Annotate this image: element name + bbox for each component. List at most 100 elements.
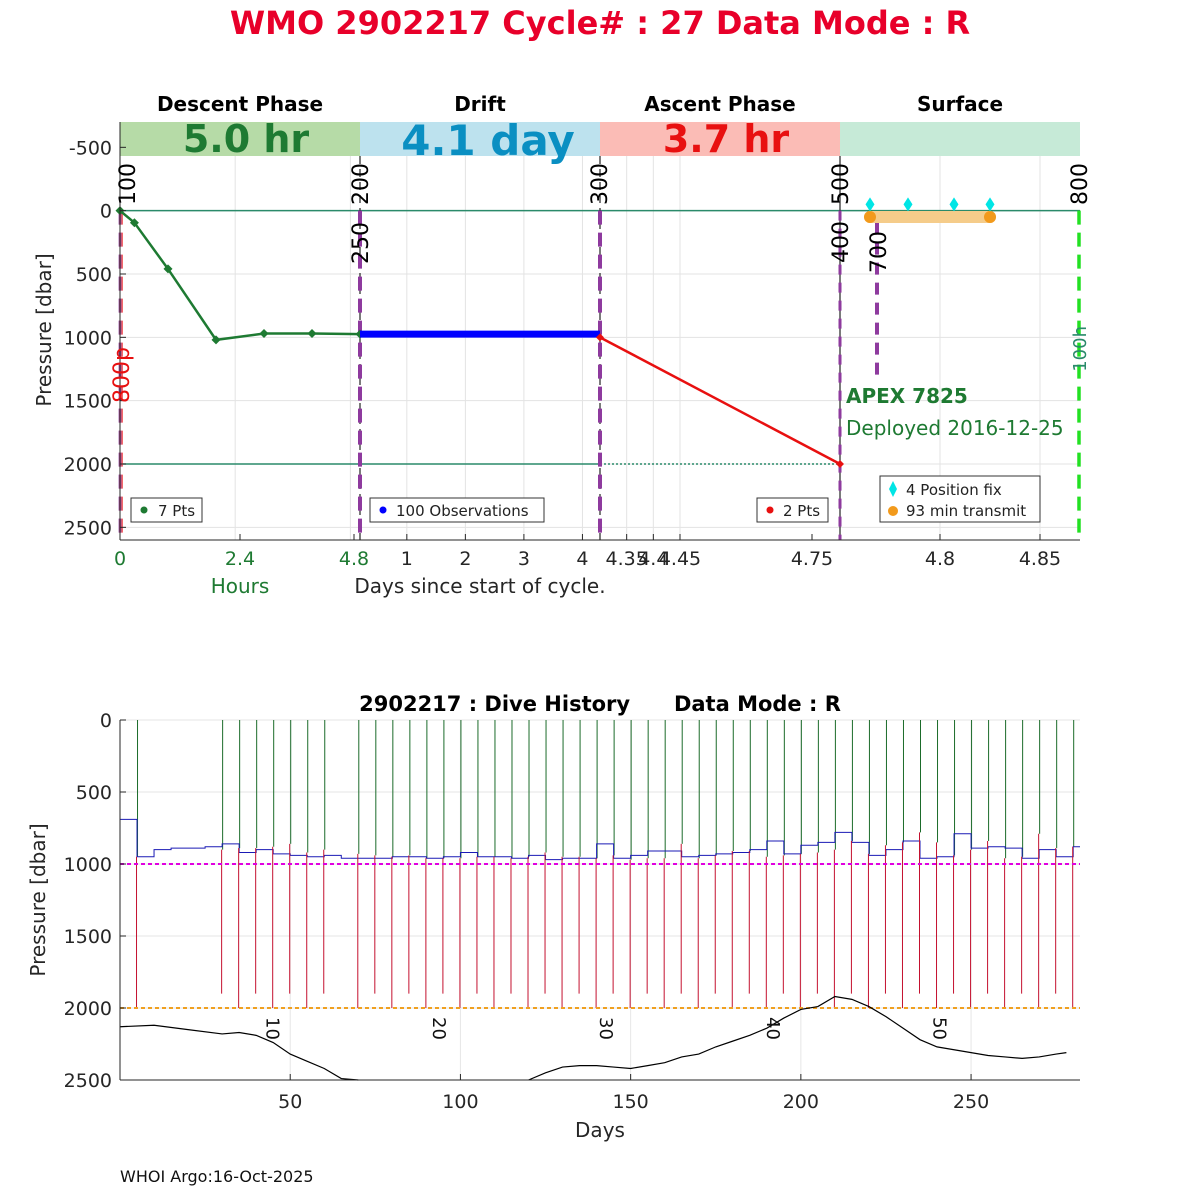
legend-surface: 4 Position fix 93 min transmit — [879, 475, 1041, 523]
marker-label-800: 800 — [1068, 163, 1093, 205]
phase-band-descent — [120, 122, 360, 156]
x-axis-label-hours: Hours — [211, 574, 270, 598]
x-tick-label-50: 50 — [278, 1091, 302, 1113]
y-tick-label-500: 500 — [76, 264, 112, 286]
x-drift-4-label: 4 — [576, 548, 588, 570]
phase-duration-ascent: 3.7 hr — [663, 117, 790, 161]
marker-label-800p: 800p — [110, 347, 135, 403]
park-pressure-trace — [120, 818, 1080, 861]
y-tick-label-2500: 2500 — [64, 1070, 112, 1092]
legend-ascent: 2 Pts — [756, 497, 829, 523]
x-descent-4.8-label: 4.8 — [339, 548, 369, 570]
marker-label-500: 500 — [829, 163, 854, 205]
descent-point-2 — [163, 264, 173, 274]
legend-fix-marker — [889, 481, 897, 497]
x-tick-label-150: 150 — [613, 1091, 649, 1113]
descent-point-3 — [211, 335, 221, 345]
marker-label-100: 100 — [116, 163, 141, 205]
y-tick-label-1000: 1000 — [64, 327, 112, 349]
x-drift-1-label: 1 — [401, 548, 413, 570]
bathymetry-line-a — [119, 1024, 359, 1081]
phase-label-descent: Descent Phase — [157, 92, 323, 116]
marker-label-200: 200 — [349, 163, 374, 205]
x-surface-4.8-label: 4.8 — [925, 548, 955, 570]
legend-fix-text: 4 Position fix — [906, 481, 1002, 499]
x-drift-2-label: 2 — [459, 548, 471, 570]
legend-ascent-marker — [766, 506, 774, 514]
phase-label-ascent: Ascent Phase — [644, 92, 795, 116]
y-tick-label-1500: 1500 — [64, 926, 112, 948]
y-tick-label--500: -500 — [69, 137, 112, 159]
legend-descent-text: 7 Pts — [158, 502, 195, 520]
series: 10 20 30 40 50 — [119, 720, 1080, 1081]
bathymetry-line-b — [528, 995, 1067, 1081]
ascent-point-1 — [836, 460, 844, 468]
descent-point-5 — [307, 329, 317, 339]
transmit-point-1 — [984, 211, 996, 223]
y-tick-label-500: 500 — [76, 782, 112, 804]
y-axis-label: Pressure [dbar] — [26, 823, 50, 976]
x-surface-4.85-label: 4.85 — [1019, 548, 1061, 570]
cycle-number-label-10: 10 — [261, 1017, 282, 1040]
y-tick-label-2000: 2000 — [64, 454, 112, 476]
phase-band-surface — [840, 122, 1080, 156]
x-tick-label-100: 100 — [442, 1091, 478, 1113]
x-ascent-4.35-label: 4.35 — [606, 548, 648, 570]
dive-history-chart: 2902217 : Dive History Data Mode : R 10 2… — [26, 692, 1080, 1142]
legend-descent: 7 Pts — [130, 497, 203, 523]
x-descent-0-label: 0 — [114, 548, 126, 570]
transmit-point-0 — [864, 211, 876, 223]
legend-descent-marker — [140, 506, 148, 514]
phase-label-surface: Surface — [917, 92, 1003, 116]
descent-profile-line — [119, 209, 361, 342]
y-tick-label-2000: 2000 — [64, 998, 112, 1020]
marker-label-400: 400 — [829, 221, 854, 263]
phase-bands — [120, 122, 1080, 156]
legend-transmit-marker — [888, 506, 898, 516]
y-tick-label-0: 0 — [100, 710, 112, 732]
phase-label-drift: Drift — [454, 92, 506, 116]
position-fix-2 — [949, 197, 959, 212]
phase-duration-drift: 4.1 day — [401, 116, 575, 165]
position-fix-0 — [865, 197, 875, 212]
phase-band-drift — [360, 122, 600, 156]
series — [115, 197, 996, 468]
descent-point-1 — [129, 218, 139, 228]
descent-point-4 — [259, 329, 269, 339]
x-ascent-4.4-label: 4.4 — [638, 548, 668, 570]
marker-label-100h: 100h — [1070, 326, 1091, 372]
legend-transmit-text: 93 min transmit — [906, 502, 1026, 520]
page-title: WMO 2902217 Cycle# : 27 Data Mode : R — [230, 4, 970, 42]
x-tick-label-200: 200 — [783, 1091, 819, 1113]
cycle-number-label-50: 50 — [929, 1017, 950, 1040]
cycle-number-label-40: 40 — [762, 1017, 783, 1040]
float-model-label: APEX 7825 — [846, 384, 968, 408]
position-fix-1 — [903, 197, 913, 212]
deployment-date-label: Deployed 2016-12-25 — [846, 416, 1064, 440]
cycle-number-label-30: 30 — [595, 1017, 616, 1040]
x-drift-3-label: 3 — [518, 548, 530, 570]
legend-ascent-text: 2 Pts — [783, 502, 820, 520]
legend-drift-marker — [379, 506, 387, 514]
marker-label-300: 300 — [588, 163, 613, 205]
y-tick-label-0: 0 — [100, 201, 112, 223]
y-axis-label: Pressure [dbar] — [32, 253, 56, 406]
y-tick-label-1500: 1500 — [64, 391, 112, 413]
marker-label-250: 250 — [349, 222, 374, 264]
dive-history-title: 2902217 : Dive History Data Mode : R — [359, 692, 841, 716]
x-ascent-4.75-label: 4.75 — [791, 548, 833, 570]
x-ascent-4.45-label: 4.45 — [659, 548, 701, 570]
x-axis-label: Days — [575, 1118, 625, 1142]
footer-credit: WHOI Argo:16-Oct-2025 — [120, 1167, 314, 1186]
legend-drift: 100 Observations — [369, 497, 545, 523]
y-tick-label-2500: 2500 — [64, 517, 112, 539]
x-tick-label-250: 250 — [953, 1091, 989, 1113]
phase-duration-descent: 5.0 hr — [183, 117, 310, 161]
cycle-number-label-20: 20 — [428, 1017, 449, 1040]
y-tick-label-1000: 1000 — [64, 854, 112, 876]
ascent-profile-line — [599, 336, 841, 466]
x-descent-2.4-label: 2.4 — [225, 548, 255, 570]
position-fix-3 — [985, 197, 995, 212]
